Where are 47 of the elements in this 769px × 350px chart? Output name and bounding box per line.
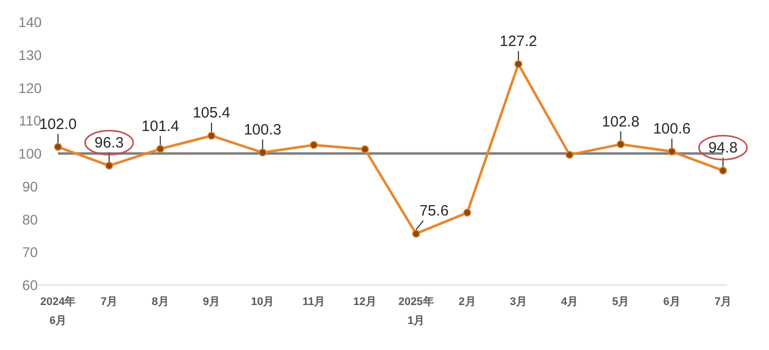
y-tick-label: 70 [22,244,38,260]
data-label: 100.6 [653,120,691,138]
x-tick-label: 2月 [458,296,476,308]
point [463,208,472,217]
x-tick-label: 10月 [250,296,274,308]
point [54,142,62,151]
point [310,140,318,149]
data-label: 75.6 [419,202,449,220]
y-tick-label: 120 [18,80,42,96]
point [207,132,216,140]
y-tick-label: 80 [22,211,38,228]
data-label: 105.4 [192,104,230,122]
y-tick-label: 60 [22,277,38,293]
data-label: 96.3 [94,134,124,152]
x-tick-label: 2024年 6月 [40,295,76,327]
y-tick-label: 90 [22,178,38,194]
point [668,148,676,156]
data-label: 102.0 [39,116,77,133]
x-tick-label: 5月 [612,296,630,308]
x-tick-label: 9月 [202,296,220,308]
x-tick-label: 12月 [353,296,377,308]
point [258,148,267,157]
x-tick-label: 3月 [510,296,527,308]
point [360,145,369,154]
y-tick-label: 140 [18,14,42,30]
x-tick-label: 7月 [714,296,732,308]
x-tick-label: 8月 [152,296,169,308]
y-tick-label: 130 [18,46,42,63]
point [616,140,625,148]
x-tick-label: 4月 [560,296,578,308]
data-label: 100.3 [244,122,282,139]
x-tick-label: 7月 [100,296,118,308]
data-label: 101.4 [142,118,180,135]
y-tick-label: 110 [18,112,42,129]
point [566,150,574,159]
point [514,60,522,68]
point [105,162,114,170]
point [719,166,727,175]
point [156,144,164,153]
x-tick-label: 6月 [663,296,680,308]
data-label: 94.8 [708,140,738,157]
point [412,230,420,238]
x-tick-label: 2025年 1月 [398,295,434,327]
x-tick-label: 11月 [302,296,326,308]
y-tick-label: 100 [18,146,42,162]
data-label: 127.2 [500,33,538,50]
data-label: 102.8 [602,113,640,130]
